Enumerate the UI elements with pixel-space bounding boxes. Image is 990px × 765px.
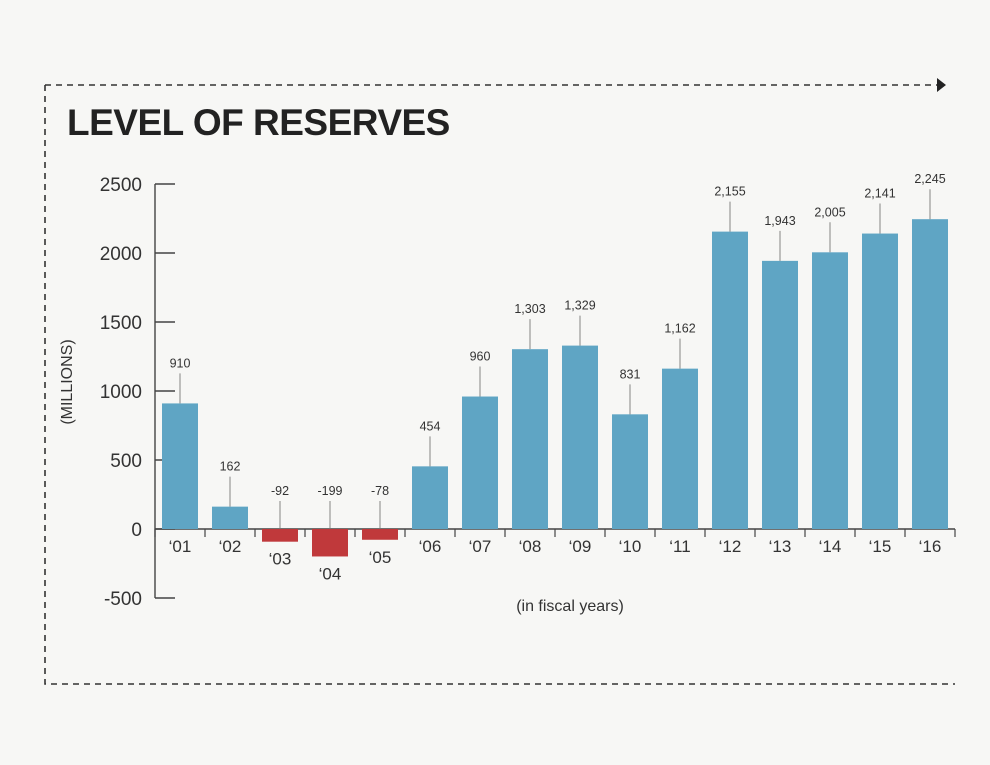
data-labels: 910 162 -92 -199 -78 454 960 1,303 1,329 831 1,162… (170, 172, 946, 529)
bar-4 (362, 529, 398, 540)
data-label: 1,329 (564, 299, 595, 313)
x-axis-title: (in fiscal years) (516, 598, 624, 615)
x-tick-label: ‘04 (319, 564, 342, 583)
data-label: 1,162 (664, 322, 695, 336)
bar-9 (612, 414, 648, 529)
y-tick-label: 0 (131, 520, 142, 541)
bar-12 (762, 260, 798, 529)
data-label: 1,943 (764, 214, 795, 228)
data-label: 2,141 (864, 187, 895, 201)
bar-11 (712, 231, 748, 530)
y-axis-title: (MILLIONS) (59, 339, 76, 424)
data-label: 2,245 (914, 172, 945, 186)
x-tick-label: ‘11 (669, 537, 690, 556)
x-tick-label: ‘07 (469, 537, 492, 556)
x-tick-label: ‘02 (219, 537, 242, 556)
x-tick-label: ‘13 (769, 537, 792, 556)
chart-title: LEVEL OF RESERVES (67, 102, 450, 143)
data-label: 960 (470, 350, 491, 364)
x-tick-label: ‘14 (819, 537, 842, 556)
bar-13 (812, 252, 848, 529)
bar-0 (162, 403, 198, 529)
data-label: 162 (220, 460, 241, 474)
bar-10 (662, 368, 698, 529)
bar-15 (912, 219, 948, 529)
x-tick-label: ‘10 (619, 537, 642, 556)
y-tick-label: -500 (104, 589, 142, 610)
x-tick-label: ‘08 (519, 537, 542, 556)
arrow-icon (937, 78, 946, 92)
data-label: 831 (620, 367, 641, 381)
data-label: 2,155 (714, 185, 745, 199)
data-label: 454 (420, 419, 441, 433)
y-axis: 2500 2000 1500 1000 500 0 -500 (100, 175, 175, 610)
bars (162, 219, 948, 557)
y-tick-label: 2000 (100, 244, 142, 265)
x-tick-label: ‘01 (169, 537, 192, 556)
y-tick-label: 1000 (100, 382, 142, 403)
data-label: -199 (317, 484, 342, 498)
data-label: -92 (271, 484, 289, 498)
data-label: 910 (170, 356, 191, 370)
bar-1 (212, 506, 248, 529)
x-tick-label: ‘15 (869, 537, 892, 556)
x-tick-label: ‘12 (719, 537, 742, 556)
bar-8 (562, 345, 598, 529)
bar-3 (312, 529, 348, 557)
frame-left-bottom-line (44, 85, 955, 685)
data-label: 1,303 (514, 302, 545, 316)
x-tick-label: ‘05 (369, 548, 392, 567)
x-tick-label: ‘06 (419, 537, 442, 556)
x-tick-label: ‘09 (569, 537, 592, 556)
bar-14 (862, 233, 898, 530)
x-tick-label: ‘03 (269, 550, 292, 569)
y-tick-label: 2500 (100, 175, 142, 196)
x-tick-label: ‘16 (919, 537, 942, 556)
bar-5 (412, 466, 448, 529)
data-label: 2,005 (814, 205, 845, 219)
y-tick-label: 1500 (100, 313, 142, 334)
data-label: -78 (371, 484, 389, 498)
chart-frame (44, 78, 955, 685)
bar-6 (462, 396, 498, 529)
y-tick-label: 500 (110, 451, 142, 472)
bar-2 (262, 529, 298, 542)
bar-7 (512, 349, 548, 529)
